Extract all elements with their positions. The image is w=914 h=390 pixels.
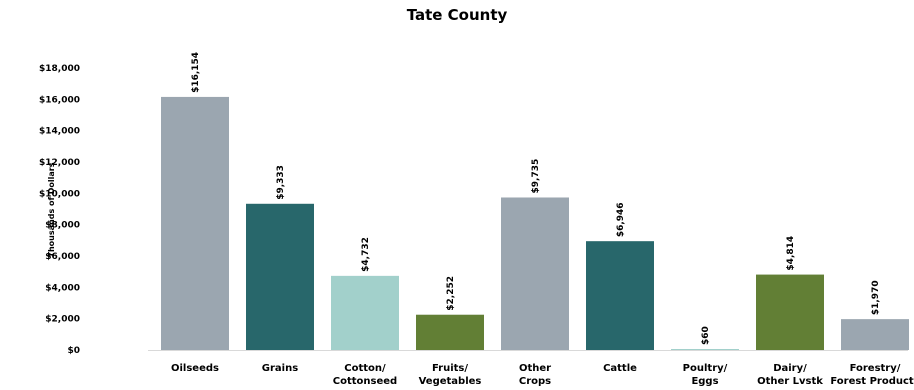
- y-axis: $0 $2,000 $4,000 $6,000 $8,000 $10,000 $12,000…: [39, 64, 80, 356]
- category-label: Vegetables: [419, 376, 482, 387]
- category-label: Poultry/: [683, 363, 728, 374]
- data-label: $9,735: [531, 159, 541, 194]
- y-tick-label: $0: [67, 346, 80, 356]
- bar: [586, 241, 654, 350]
- bar: [671, 349, 739, 350]
- category-label: Fruits/: [432, 363, 468, 374]
- data-label: $9,333: [276, 165, 286, 200]
- data-label: $2,252: [446, 276, 456, 311]
- bar: [246, 203, 314, 350]
- category-label: Crops: [519, 376, 551, 387]
- category-label: Other Lvstk: [757, 376, 823, 387]
- y-tick-label: $10,000: [39, 189, 80, 199]
- bar: [756, 274, 824, 350]
- category-label: Oilseeds: [171, 363, 219, 374]
- data-label: $4,732: [361, 237, 371, 272]
- data-label: $4,814: [786, 236, 796, 271]
- bars: [161, 96, 909, 350]
- category-label: Eggs: [691, 376, 718, 387]
- chart-title: Tate County: [406, 6, 508, 24]
- y-tick-label: $6,000: [45, 252, 80, 262]
- data-label: $6,946: [616, 202, 626, 237]
- category-label: Dairy/: [773, 363, 807, 374]
- y-tick-label: $4,000: [45, 283, 80, 293]
- data-label: $60: [701, 326, 711, 345]
- bar: [501, 197, 569, 350]
- y-tick-label: $16,000: [39, 95, 80, 105]
- category-label: Grains: [262, 363, 298, 374]
- data-label: $16,154: [191, 52, 201, 93]
- bar: [841, 319, 909, 350]
- category-labels: Oilseeds Grains Cotton/Cottonseed Fruits/Ve…: [171, 363, 914, 387]
- y-tick-label: $18,000: [39, 64, 80, 74]
- bar: [416, 314, 484, 350]
- category-label: Forest Products: [830, 376, 914, 387]
- y-tick-label: $2,000: [45, 315, 80, 325]
- data-label: $1,970: [871, 280, 881, 315]
- category-label: Cottonseed: [333, 376, 397, 387]
- category-label: Cotton/: [344, 363, 386, 374]
- y-tick-label: $12,000: [39, 158, 80, 168]
- y-tick-label: $8,000: [45, 221, 80, 231]
- data-labels: $16,154 $9,333 $4,732 $2,252 $9,735 $6,946 $60…: [191, 52, 881, 345]
- category-label: Other: [519, 363, 551, 374]
- category-label: Forestry/: [850, 363, 901, 374]
- bar: [161, 96, 229, 350]
- y-tick-label: $14,000: [39, 127, 80, 137]
- category-label: Cattle: [603, 363, 637, 374]
- bar: [331, 275, 399, 350]
